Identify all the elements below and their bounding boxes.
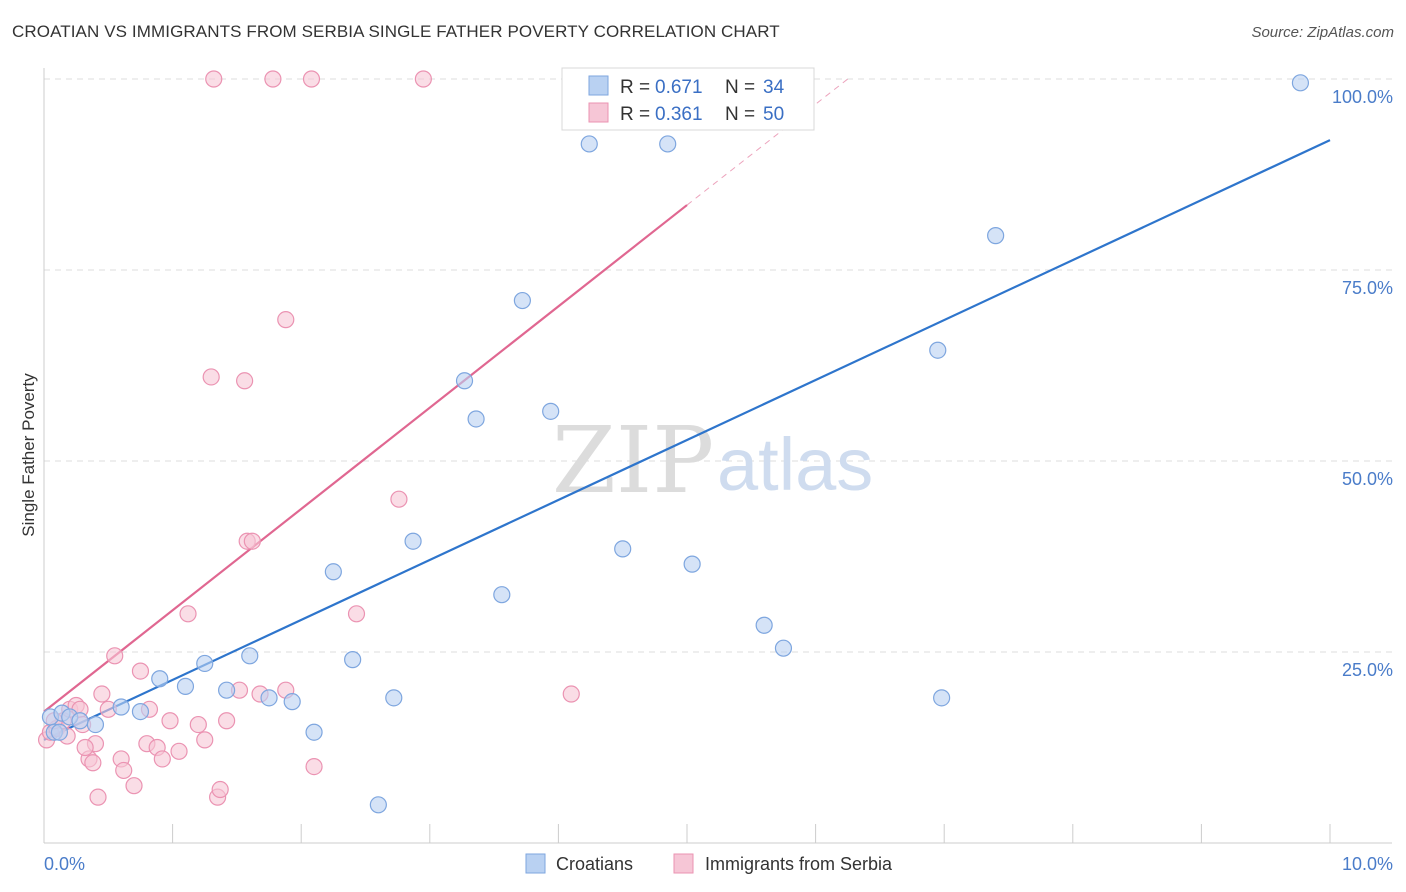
- legend-swatch-serbia: [588, 102, 609, 123]
- bottom-legend-swatch-croatians: [525, 853, 546, 874]
- point-croatians: [131, 702, 150, 721]
- bottom-legend: Croatians Immigrants from Serbia: [525, 853, 893, 874]
- point-serbia: [236, 372, 254, 390]
- point-croatians: [683, 555, 701, 573]
- point-serbia: [189, 715, 207, 734]
- trendlines: [43, 78, 1331, 741]
- point-croatians: [385, 689, 403, 707]
- legend-n-label: N =: [725, 104, 755, 125]
- point-croatians: [241, 647, 259, 665]
- point-croatians: [369, 796, 387, 814]
- point-croatians: [260, 689, 278, 707]
- trendline-croatians: [43, 139, 1331, 741]
- point-croatians: [774, 639, 793, 657]
- point-croatians: [614, 540, 632, 558]
- point-serbia: [211, 780, 229, 799]
- legend: R = 0.671 N = 34 R = 0.361 N = 50: [561, 67, 815, 131]
- point-serbia: [131, 662, 150, 680]
- point-serbia: [89, 788, 107, 806]
- watermark-zip: ZIP: [552, 407, 714, 514]
- source-label: Source: ZipAtlas.com: [1251, 24, 1394, 41]
- point-serbia: [76, 738, 94, 757]
- point-croatians: [50, 723, 69, 741]
- point-croatians: [218, 681, 236, 699]
- point-serbia: [115, 761, 133, 780]
- point-serbia: [302, 70, 321, 88]
- point-serbia: [161, 712, 179, 730]
- point-croatians: [987, 227, 1005, 245]
- y-tick-label: 75.0%: [1342, 278, 1393, 298]
- point-croatians: [324, 563, 342, 581]
- point-serbia: [179, 605, 197, 623]
- bottom-legend-croatians: Croatians: [556, 854, 633, 874]
- trendline-extension: [686, 78, 849, 206]
- legend-n-value: 34: [763, 77, 785, 98]
- point-serbia: [202, 368, 220, 386]
- point-croatians: [196, 654, 214, 673]
- point-croatians: [580, 135, 598, 153]
- point-serbia: [170, 742, 188, 760]
- point-croatians: [755, 616, 773, 634]
- y-tick-label: 100.0%: [1332, 87, 1393, 107]
- axes: [43, 68, 1392, 844]
- legend-n-value: 50: [763, 104, 784, 125]
- point-croatians: [542, 402, 560, 420]
- y-tick-label: 25.0%: [1342, 660, 1393, 680]
- point-serbia: [106, 647, 124, 665]
- y-tick-label: 50.0%: [1342, 469, 1393, 489]
- point-croatians: [151, 670, 169, 688]
- point-croatians: [493, 586, 511, 604]
- point-serbia: [305, 757, 323, 776]
- point-croatians: [176, 677, 195, 695]
- watermark: ZIP atlas: [552, 407, 873, 514]
- point-serbia: [218, 712, 236, 730]
- legend-r-label: R =: [620, 104, 650, 125]
- point-croatians: [467, 410, 485, 428]
- trendline-serbia: [43, 204, 688, 713]
- point-serbia: [243, 532, 261, 550]
- x-tick-label: 0.0%: [44, 854, 85, 874]
- point-serbia: [414, 70, 432, 88]
- point-serbia: [277, 311, 295, 329]
- data-points: [37, 70, 1310, 814]
- x-tick-label: 10.0%: [1342, 854, 1393, 874]
- legend-r-value: 0.361: [655, 104, 703, 125]
- bottom-legend-swatch-serbia: [673, 853, 694, 874]
- bottom-legend-serbia: Immigrants from Serbia: [705, 854, 893, 874]
- legend-r-label: R =: [620, 77, 650, 98]
- point-croatians: [112, 698, 130, 716]
- point-serbia: [93, 685, 111, 703]
- chart-title: CROATIAN VS IMMIGRANTS FROM SERBIA SINGL…: [12, 22, 780, 41]
- point-croatians: [283, 693, 301, 711]
- point-croatians: [344, 651, 362, 669]
- point-croatians: [933, 689, 951, 707]
- point-croatians: [71, 712, 89, 730]
- point-serbia: [562, 685, 580, 703]
- watermark-atlas: atlas: [717, 423, 873, 506]
- point-croatians: [929, 341, 947, 359]
- point-croatians: [86, 715, 105, 734]
- point-croatians: [1291, 74, 1310, 92]
- legend-swatch-croatians: [588, 75, 609, 96]
- point-croatians: [659, 135, 677, 153]
- y-axis-label: Single Father Poverty: [19, 373, 38, 537]
- tick-labels: 25.0% 50.0% 75.0% 100.0% 0.0% 10.0%: [44, 87, 1393, 874]
- point-serbia: [125, 777, 143, 795]
- legend-n-label: N =: [725, 77, 755, 98]
- point-croatians: [513, 291, 531, 310]
- point-serbia: [264, 70, 282, 88]
- point-serbia: [390, 490, 408, 508]
- point-serbia: [347, 605, 366, 623]
- point-serbia: [153, 750, 171, 768]
- point-serbia: [205, 70, 223, 88]
- point-serbia: [196, 731, 214, 749]
- point-croatians: [305, 723, 323, 741]
- legend-r-value: 0.671: [655, 77, 703, 98]
- point-croatians: [404, 532, 422, 550]
- point-croatians: [455, 372, 474, 390]
- point-serbia: [84, 754, 102, 772]
- grid: [44, 78, 1392, 653]
